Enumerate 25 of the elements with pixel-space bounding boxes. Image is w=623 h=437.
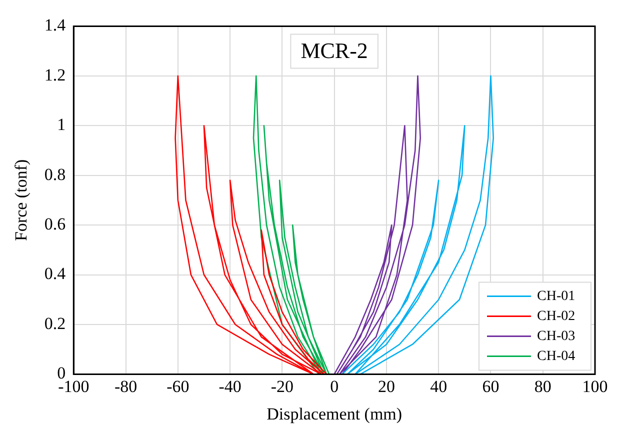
legend-label: CH-04	[537, 348, 576, 364]
legend-label: CH-02	[537, 308, 576, 324]
x-tick-label: -20	[270, 376, 294, 396]
y-tick-label: 0.2	[44, 314, 66, 333]
x-tick-label: -80	[114, 376, 138, 396]
y-tick-label: 0.4	[44, 264, 66, 284]
x-axis-title: Displacement (mm)	[266, 404, 402, 424]
legend-label: CH-01	[537, 288, 576, 304]
x-tick-label: -60	[166, 376, 190, 396]
x-tick-label: 40	[430, 376, 448, 396]
x-tick-label: 80	[534, 376, 552, 396]
x-tick-label: 100	[582, 376, 608, 396]
text: MCR-2	[300, 38, 368, 63]
x-tick-label: -40	[218, 376, 242, 396]
y-axis-title: Force (tonf)	[12, 159, 31, 242]
x-tick-label: 60	[482, 376, 500, 396]
y-tick-label: 0.6	[44, 214, 66, 234]
x-tick-label: 20	[378, 376, 395, 396]
y-tick-label: 1.2	[44, 65, 66, 84]
y-tick-label: 1.4	[44, 16, 66, 35]
x-tick-label: 0	[330, 376, 339, 396]
y-tick-label: 0.8	[44, 164, 66, 184]
legend-label: CH-03	[537, 328, 576, 344]
y-tick-label: 1	[57, 115, 66, 134]
y-tick-label: 0	[57, 364, 66, 383]
